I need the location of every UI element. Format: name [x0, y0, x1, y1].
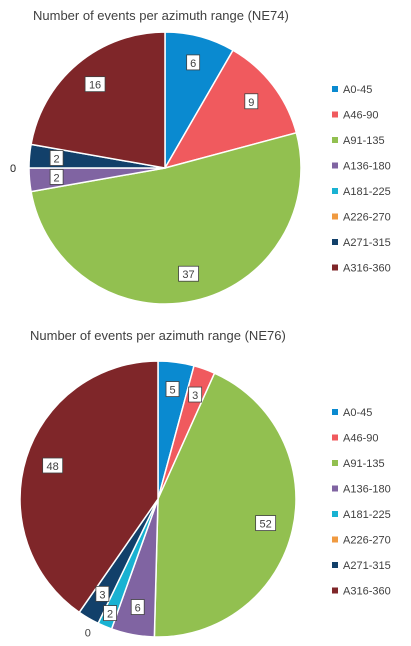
legend-swatch: [332, 111, 338, 118]
pie-slice-a316-360: [19, 360, 159, 614]
legend-label: A91-135: [343, 135, 385, 147]
svg-text:5: 5: [169, 385, 175, 397]
legend-label: A181-225: [343, 186, 391, 198]
data-label: 37: [178, 265, 199, 282]
legend-label: A0-45: [343, 84, 372, 96]
legend-label: A0-45: [343, 407, 372, 419]
legend-swatch: [332, 188, 338, 194]
svg-text:3: 3: [99, 589, 105, 601]
svg-text:0: 0: [10, 163, 16, 175]
pie-slice-a46-90: [163, 49, 298, 170]
data-label: 6: [186, 54, 201, 71]
pie-chart-ne76: Number of events per azimuth range (NE76…: [0, 320, 411, 646]
legend-item-a316-360: A316-360: [332, 586, 391, 598]
data-label: 6: [130, 599, 145, 615]
legend-item-a91-135: A91-135: [332, 135, 385, 147]
data-label: 16: [84, 76, 106, 93]
data-label: 0: [10, 163, 16, 175]
legend-swatch: [332, 587, 338, 594]
legend-item-a46-90: A46-90: [332, 110, 378, 122]
legend-item-a271-315: A271-315: [332, 237, 391, 249]
legend-item-a226-270: A226-270: [332, 535, 391, 547]
data-label: 2: [49, 150, 64, 166]
svg-text:2: 2: [54, 172, 60, 184]
legend-swatch: [332, 434, 338, 441]
svg-text:6: 6: [190, 58, 196, 70]
legend-item-a136-180: A136-180: [332, 161, 391, 173]
legend-label: A271-315: [343, 560, 391, 572]
data-label: 0: [10, 163, 16, 175]
legend-item-a0-45: A0-45: [332, 84, 372, 96]
svg-text:2: 2: [54, 154, 60, 166]
legend-item-a181-225: A181-225: [332, 509, 391, 521]
legend-swatch: [332, 239, 338, 245]
legend-item-a0-45: A0-45: [332, 407, 372, 419]
legend-label: A316-360: [343, 586, 391, 598]
data-label: 0: [85, 627, 91, 639]
svg-text:9: 9: [248, 97, 254, 109]
legend-swatch: [332, 562, 338, 568]
svg-text:48: 48: [47, 461, 59, 473]
legend-label: A181-225: [343, 509, 391, 521]
pie-chart-ne74: Number of events per azimuth range (NE74…: [0, 0, 411, 320]
legend-label: A91-135: [343, 458, 385, 470]
data-label: 5: [165, 381, 180, 397]
data-label: 9: [244, 93, 259, 110]
data-label: 3: [188, 386, 203, 403]
legend-item-a226-270: A226-270: [332, 212, 391, 224]
svg-text:3: 3: [192, 390, 198, 402]
data-label: 2: [103, 605, 117, 621]
data-label: 48: [42, 457, 64, 474]
legend-label: A46-90: [343, 433, 378, 445]
svg-text:0: 0: [85, 627, 91, 639]
chart-title: Number of events per azimuth range (NE76…: [30, 328, 286, 343]
svg-text:6: 6: [135, 603, 141, 615]
legend-label: A226-270: [343, 212, 391, 224]
legend-label: A316-360: [343, 263, 391, 275]
legend-item-a271-315: A271-315: [332, 560, 391, 572]
legend-label: A46-90: [343, 110, 378, 122]
legend-item-a136-180: A136-180: [332, 484, 391, 496]
legend-swatch: [332, 460, 338, 466]
pie-slice-a316-360: [30, 31, 166, 169]
legend-swatch: [332, 213, 338, 220]
legend-swatch: [332, 264, 338, 271]
legend-item-a316-360: A316-360: [332, 263, 391, 275]
data-label: 3: [95, 585, 110, 602]
legend-item-a91-135: A91-135: [332, 458, 385, 470]
svg-text:2: 2: [107, 609, 113, 621]
data-label: 52: [255, 515, 277, 531]
legend-label: A136-180: [343, 161, 391, 173]
svg-text:37: 37: [182, 269, 194, 281]
legend-label: A136-180: [343, 484, 391, 496]
legend-swatch: [332, 86, 338, 92]
legend-item-a46-90: A46-90: [332, 433, 378, 445]
svg-text:0: 0: [10, 163, 16, 175]
legend-label: A226-270: [343, 535, 391, 547]
legend-item-a181-225: A181-225: [332, 186, 391, 198]
legend-swatch: [332, 137, 338, 143]
legend-swatch: [332, 536, 338, 543]
legend-swatch: [332, 511, 338, 517]
pie-slice-a91-135: [153, 372, 297, 638]
chart-title: Number of events per azimuth range (NE74…: [33, 8, 289, 23]
legend-label: A271-315: [343, 237, 391, 249]
legend-swatch: [332, 485, 338, 492]
svg-text:52: 52: [260, 519, 272, 531]
pie-plot-ne76: 5 3 52 6 2 0 3 48 A0-45 A46-90 A91-135 A136-180 A181…: [19, 360, 391, 639]
svg-text:16: 16: [89, 80, 101, 92]
pie-slice-a91-135: [30, 131, 302, 305]
legend-swatch: [332, 162, 338, 169]
legend-swatch: [332, 409, 338, 415]
data-label: 2: [49, 169, 64, 185]
